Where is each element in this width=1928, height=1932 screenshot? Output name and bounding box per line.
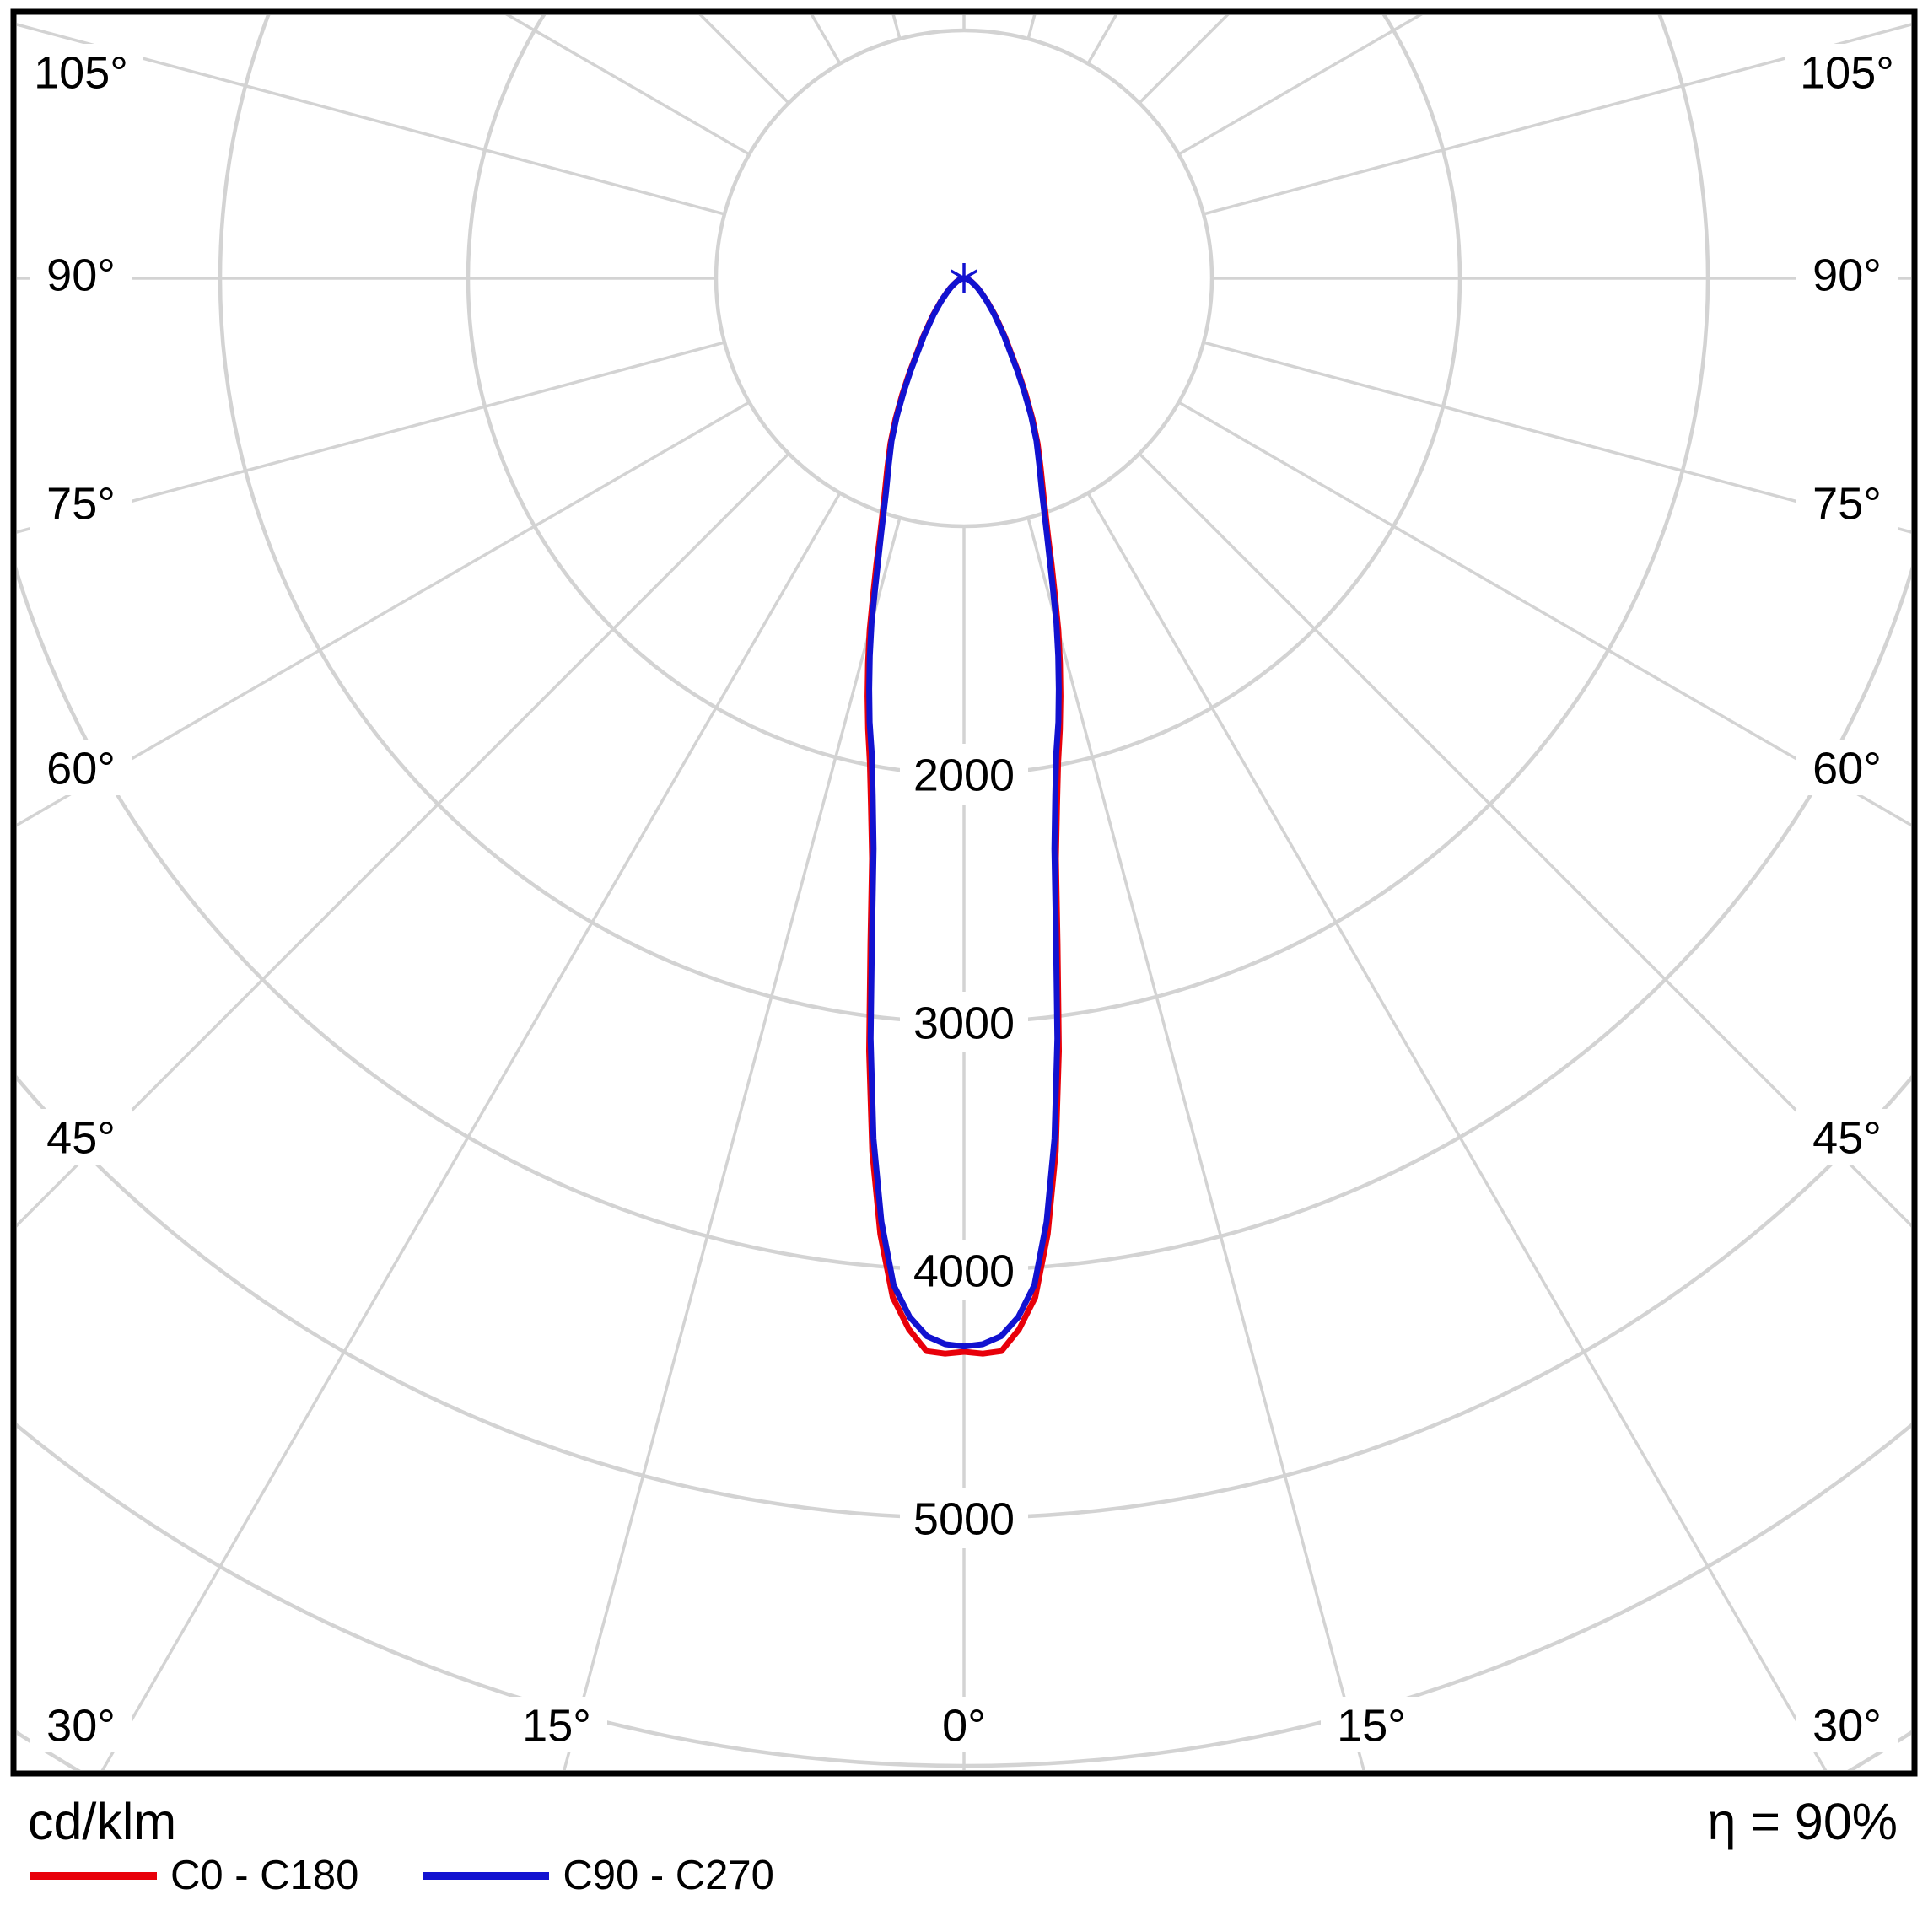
angle-label-bottom-0: 15° xyxy=(522,1700,591,1751)
angle-label-right-90: 90° xyxy=(1812,250,1882,300)
angle-label-right-75-gap xyxy=(1796,475,1898,530)
angle-label-left-30-gap xyxy=(30,1697,132,1752)
angle-label-right-30-gap xyxy=(1796,1697,1898,1752)
origin-marker-ray xyxy=(950,269,978,288)
angle-label-left-105: 105° xyxy=(34,47,128,98)
angle-label-right-105-gap xyxy=(1785,44,1909,100)
angle-label-bottom-0-gap xyxy=(506,1697,607,1752)
grid-spoke-105 xyxy=(1203,23,1911,216)
grid-spoke-30 xyxy=(1086,492,1828,1770)
angle-label-bottom-2: 15° xyxy=(1337,1700,1406,1751)
angle-label-right-105: 105° xyxy=(1800,47,1894,98)
ring-label-2000-gap xyxy=(900,744,1028,805)
grid-labels: 2000 3000 4000 5000 105° 90° 75° 60° 45° 30° 105° 9… xyxy=(19,44,1909,1752)
ring-label-5000-gap xyxy=(900,1488,1028,1548)
plot-border xyxy=(10,8,1918,1777)
grid-spoke-285 xyxy=(17,341,725,534)
grid-spoke-45 xyxy=(1138,452,1911,1228)
ring-label-3000-gap xyxy=(900,992,1028,1052)
grid-spoke-345 xyxy=(563,517,902,1770)
ring-label-2000: 2000 xyxy=(913,750,1015,800)
angle-label-bottom-1: 0° xyxy=(942,1700,986,1751)
grid-spoke-165 xyxy=(1026,15,1037,40)
angle-label-left-45: 45° xyxy=(46,1112,116,1163)
angle-label-right-60: 60° xyxy=(1812,743,1882,794)
angle-label-left-105-gap xyxy=(19,44,143,100)
grid-spoke-15 xyxy=(1026,517,1365,1770)
grid-spoke-315 xyxy=(17,452,790,1228)
origin-marker xyxy=(950,263,978,293)
angle-label-right-60-gap xyxy=(1796,740,1898,795)
ring-label-3000: 3000 xyxy=(913,998,1015,1048)
legend-label-c90-c270: C90 - C270 xyxy=(563,1853,774,1898)
angle-label-left-75-gap xyxy=(30,475,132,530)
ring-label-5000: 5000 xyxy=(913,1493,1015,1544)
grid-spoke-75 xyxy=(1203,341,1911,534)
unit-label: cd/klm xyxy=(28,1793,177,1850)
angle-label-right-45: 45° xyxy=(1812,1112,1882,1163)
angle-label-right-30: 30° xyxy=(1812,1700,1882,1751)
angle-label-left-30: 30° xyxy=(46,1700,116,1751)
legend-label-c0-c180: C0 - C180 xyxy=(170,1853,359,1898)
curve-c90-c270 xyxy=(866,275,1062,1350)
angle-label-left-90: 90° xyxy=(46,250,116,300)
grid-spoke-300 xyxy=(17,401,751,827)
legend-swatch-c90-c270 xyxy=(423,1871,550,1880)
grid-spoke-330 xyxy=(100,492,842,1770)
angle-label-left-60-gap xyxy=(30,740,132,795)
legend-swatch-c0-c180 xyxy=(30,1871,157,1880)
curves xyxy=(864,275,1064,1357)
ring-label-4000: 4000 xyxy=(913,1246,1015,1296)
angle-label-right-45-gap xyxy=(1796,1109,1898,1165)
ring-label-4000-gap xyxy=(900,1240,1028,1300)
angle-label-left-60: 60° xyxy=(46,743,116,794)
angle-label-bottom-1-gap xyxy=(925,1697,1003,1752)
grid-spoke-60 xyxy=(1177,401,1911,827)
efficiency-label: η = 90% xyxy=(1707,1793,1898,1850)
legend: C0 - C180 C90 - C270 xyxy=(30,1852,774,1899)
angle-label-left-90-gap xyxy=(30,246,132,302)
angle-label-bottom-2-gap xyxy=(1321,1697,1422,1752)
angle-label-left-75: 75° xyxy=(46,478,116,529)
angle-label-right-90-gap xyxy=(1796,246,1898,302)
angle-label-left-45-gap xyxy=(30,1109,132,1165)
angle-label-right-75: 75° xyxy=(1812,478,1882,529)
grid-spoke-255 xyxy=(17,23,725,216)
grid-spoke-195 xyxy=(891,15,902,40)
